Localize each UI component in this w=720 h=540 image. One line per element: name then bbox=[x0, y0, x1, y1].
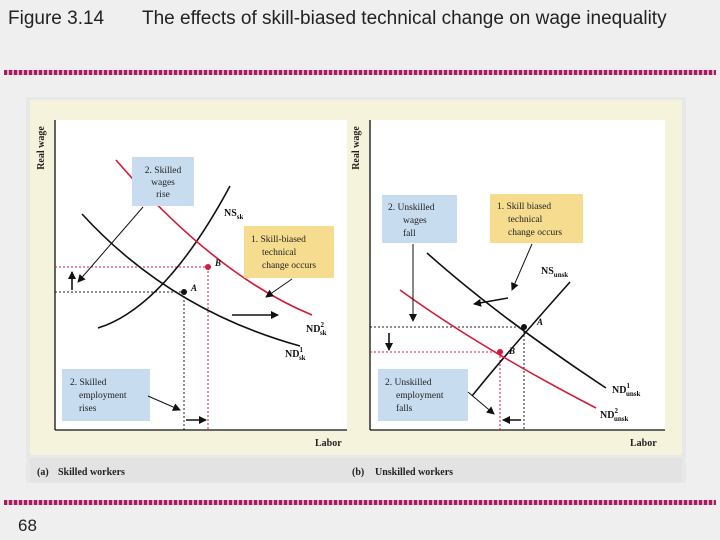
panel-a-demand-2-name: ND bbox=[306, 324, 320, 335]
panel-a-demand-1-curve bbox=[81, 213, 301, 347]
panel-a-wages-pointer bbox=[77, 206, 144, 283]
panel-b-supply-label: NSunsk bbox=[541, 266, 568, 279]
panel-a-demand-1-label: ND1 sk bbox=[285, 346, 306, 362]
panel-b-point-a: A bbox=[536, 317, 543, 327]
panel-a-y-label: Real wage bbox=[36, 126, 47, 170]
panel-b-technical-box bbox=[490, 194, 583, 243]
caption-bar bbox=[30, 458, 682, 482]
panel-a-technical-line-3: change occurs bbox=[262, 261, 316, 271]
panel-a-employment-line-2: employment bbox=[79, 391, 127, 401]
panel-a-caption-letter: (a) bbox=[37, 467, 49, 478]
panel-b-employment-line-1: 2. Unskilled bbox=[385, 378, 432, 388]
panel-b-technical-line-3: change occurs bbox=[508, 228, 562, 238]
panel-b-employment-box bbox=[378, 369, 468, 421]
panel-a-employment-line-1: 2. Skilled bbox=[70, 378, 107, 388]
panel-b-demand-1-label: ND1 unsk bbox=[612, 382, 640, 398]
panel-a-demand-2-sup: 2 bbox=[320, 321, 324, 329]
top-divider bbox=[4, 70, 716, 75]
panel-b-wages-line-1: 2. Unskilled bbox=[388, 203, 435, 213]
page-number: 68 bbox=[18, 516, 37, 535]
panel-a-supply-sub: sk bbox=[237, 213, 244, 221]
panel-b-point-a-marker bbox=[521, 324, 527, 330]
panel-a-wages-box bbox=[132, 157, 194, 206]
panel-b-demand-2-curve bbox=[399, 289, 597, 409]
panel-a-wages-line-2: wages bbox=[151, 178, 175, 188]
panel-b-technical-line-2: technical bbox=[508, 215, 543, 225]
panel-b-point-b: B bbox=[508, 346, 515, 356]
panel-b-supply-sub: unsk bbox=[554, 271, 569, 279]
panel-a-wages-line-1: 2. Skilled bbox=[145, 166, 182, 176]
panel-b-technical-line-1: 1. Skill biased bbox=[497, 202, 551, 212]
panel-a-point-a-marker bbox=[181, 289, 187, 295]
panel-a-point-b-marker bbox=[205, 264, 211, 270]
bottom-divider bbox=[4, 500, 716, 505]
panel-b-demand-2-sup: 2 bbox=[614, 407, 618, 415]
panel-b-supply-curve bbox=[471, 281, 571, 397]
panel-b: Real wage Labor A B NSunsk ND1 unsk ND2 un… bbox=[351, 120, 665, 478]
panel-b-demand-1-sub: unsk bbox=[626, 390, 641, 398]
panel-a-point-b: B bbox=[214, 258, 221, 268]
panel-b-wages-line-2: wages bbox=[403, 216, 427, 226]
panel-a-demand-1-sub: sk bbox=[299, 354, 306, 362]
panel-a-employment-pointer bbox=[147, 395, 181, 411]
panel-b-supply-name: NS bbox=[541, 266, 554, 277]
panel-a-supply-label: NSsk bbox=[224, 208, 244, 221]
panel-b-demand-1-sup: 1 bbox=[626, 382, 630, 390]
panel-b-caption: Unskilled workers bbox=[375, 467, 453, 478]
panel-a: Real wage Labor A B NSsk ND2 sk ND1 sk 2. … bbox=[36, 120, 347, 478]
panel-b-demand-1-curve bbox=[426, 252, 607, 389]
panel-a-employment-line-3: rises bbox=[79, 404, 97, 414]
panel-a-point-a: A bbox=[190, 283, 197, 293]
panel-b-demand-2-sub: unsk bbox=[614, 415, 629, 423]
panel-b-employment-line-3: falls bbox=[396, 403, 413, 414]
panel-a-caption: Skilled workers bbox=[58, 467, 125, 478]
panel-a-demand-2-label: ND2 sk bbox=[306, 321, 327, 337]
panel-a-technical-line-2: technical bbox=[262, 248, 297, 258]
panel-b-wages-line-3: fall bbox=[403, 228, 416, 239]
panel-b-technical-pointer bbox=[511, 243, 533, 291]
panel-b-point-b-marker bbox=[497, 349, 503, 355]
panel-b-y-label: Real wage bbox=[351, 126, 362, 170]
figure-number: Figure 3.14 bbox=[8, 8, 105, 29]
panel-b-employment-pointer bbox=[467, 391, 495, 415]
figure-title: The effects of skill-biased technical ch… bbox=[142, 8, 667, 29]
panel-b-demand-shift-arrow bbox=[473, 297, 509, 307]
panel-a-technical-box bbox=[244, 226, 334, 278]
panel-a-x-label: Labor bbox=[315, 438, 342, 449]
panel-b-x-label: Labor bbox=[630, 438, 657, 449]
panel-b-employment-line-2: employment bbox=[396, 391, 444, 401]
panel-a-demand-2-sub: sk bbox=[320, 329, 327, 337]
panel-b-wages-box bbox=[382, 195, 457, 243]
panel-b-demand-2-label: ND2 unsk bbox=[600, 407, 628, 423]
panel-a-demand-1-sup: 1 bbox=[299, 346, 303, 354]
panel-a-supply-name: NS bbox=[224, 208, 237, 219]
panel-a-demand-1-name: ND bbox=[285, 349, 299, 360]
panel-a-wages-line-3: rise bbox=[156, 190, 170, 200]
panel-a-supply-curve bbox=[97, 185, 231, 329]
panel-a-technical-line-1: 1. Skill-biased bbox=[251, 235, 306, 245]
panel-a-employment-box bbox=[62, 369, 150, 421]
panel-b-caption-letter: (b) bbox=[352, 467, 364, 478]
panel-b-demand-1-name: ND bbox=[612, 385, 626, 396]
panel-b-demand-2-name: ND bbox=[600, 410, 614, 421]
panel-a-technical-pointer bbox=[265, 278, 293, 298]
